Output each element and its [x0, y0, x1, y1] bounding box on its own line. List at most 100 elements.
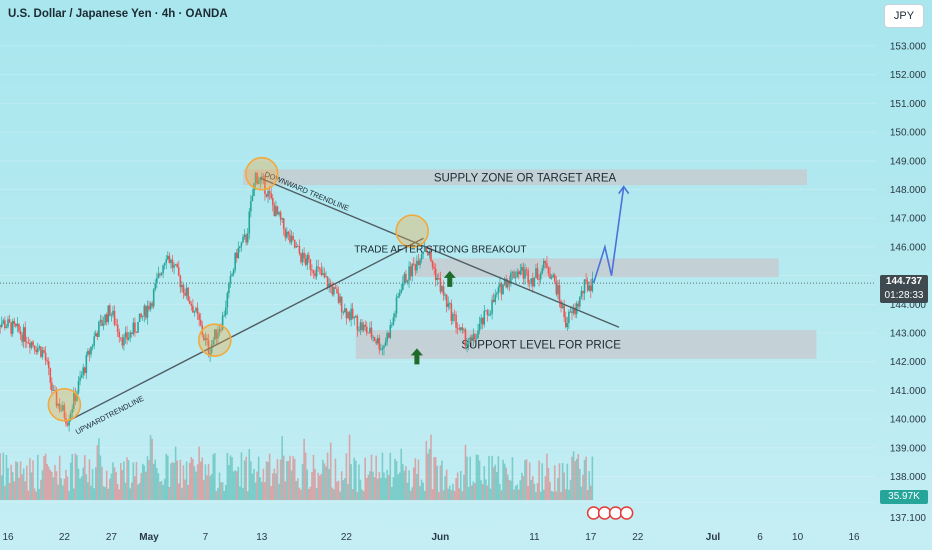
candle-body	[334, 287, 337, 289]
volume-bar	[309, 486, 312, 500]
volume-bar	[130, 482, 133, 500]
candle-body	[98, 321, 100, 337]
volume-bar	[15, 461, 17, 500]
volume-bar	[198, 446, 200, 500]
candle-body	[176, 264, 178, 268]
volume-bar	[322, 459, 324, 500]
volume-bar	[242, 487, 244, 500]
volume-bar	[251, 473, 254, 500]
volume-bar	[120, 463, 122, 500]
candle-body	[94, 333, 97, 337]
volume-bar	[176, 460, 178, 500]
candle-body	[514, 277, 517, 279]
candle-body	[489, 313, 492, 315]
candle-body	[135, 332, 138, 334]
candle-body	[362, 324, 365, 331]
candle-body	[474, 334, 476, 340]
volume-bar	[262, 468, 265, 500]
candle-body	[239, 246, 241, 248]
volume-bar	[445, 469, 448, 500]
candle-body	[268, 191, 271, 194]
volume-bar	[134, 476, 136, 500]
currency-button[interactable]: JPY	[884, 4, 924, 28]
candle-body	[262, 176, 265, 178]
chart-title: U.S. Dollar / Japanese Yen · 4h · OANDA	[8, 8, 228, 20]
volume-bar	[400, 448, 403, 500]
candle-body	[237, 247, 240, 259]
volume-bar	[93, 488, 95, 500]
candle-body	[221, 315, 224, 330]
volume-bar	[398, 472, 401, 500]
candle-body	[583, 279, 586, 294]
axes: 153.000 152.000 151.000 150.000 149.000 148.0…	[2, 42, 926, 544]
candle-body	[41, 350, 44, 357]
volume-bar	[292, 456, 294, 500]
candle-body	[77, 381, 80, 393]
candle-body	[107, 305, 110, 323]
candle-body	[83, 367, 86, 374]
volume-bar	[174, 446, 177, 500]
x-tick-label: 7	[203, 532, 209, 543]
volume-bar	[381, 452, 384, 500]
candle-body	[250, 201, 252, 212]
candle-body	[47, 361, 50, 369]
candle-body	[445, 294, 448, 307]
volume-bar	[427, 453, 429, 500]
volume-bar	[306, 469, 309, 500]
volume-bar	[480, 480, 482, 500]
candle-body	[419, 259, 421, 266]
candle-body	[284, 229, 287, 238]
volume-bar	[469, 456, 471, 500]
volume-bar	[10, 464, 12, 500]
volume-bar	[428, 448, 431, 500]
candle-body	[469, 337, 471, 343]
candle-body	[138, 313, 141, 322]
candle-body	[279, 212, 282, 220]
candle-body	[412, 263, 415, 265]
zones: SUPPLY ZONE OR TARGET AREA SUPPORT LEVEL …	[243, 169, 817, 359]
candle-body	[91, 345, 94, 347]
volume-bar	[475, 454, 478, 500]
volume-bar	[486, 485, 489, 500]
candle-body	[406, 280, 409, 283]
x-tick-label: 6	[757, 532, 763, 543]
volume-bar	[240, 452, 243, 500]
volume-bar	[304, 452, 307, 500]
volume-bar	[590, 485, 592, 500]
volume-bar	[87, 482, 89, 500]
candle-body	[579, 296, 581, 307]
candle-body	[483, 310, 486, 325]
candle-body	[143, 305, 146, 316]
volume-bar	[494, 464, 497, 500]
candle-body	[433, 267, 435, 269]
volume-bar	[568, 489, 570, 500]
candle-body	[331, 286, 334, 295]
candle-body	[329, 283, 332, 287]
y-tick-label: 144.000	[890, 300, 927, 311]
volume-bar	[148, 460, 150, 500]
x-tick-label: 22	[341, 532, 353, 543]
candle-body	[46, 360, 48, 362]
volume-bar	[323, 463, 326, 500]
candle-body	[303, 252, 305, 259]
candle-body	[44, 352, 47, 361]
candle-body	[580, 290, 583, 297]
volume-bar	[173, 462, 175, 500]
candle-body	[162, 265, 164, 274]
volume-bar	[588, 471, 591, 500]
volume-bar	[24, 481, 27, 500]
candle-body	[550, 277, 553, 279]
volume-bar	[478, 460, 481, 500]
volume-bar	[157, 473, 160, 500]
candle-body	[102, 323, 105, 326]
candle-body	[543, 260, 545, 269]
volume-bar	[33, 488, 36, 500]
candle-body	[348, 312, 351, 320]
volume-bar	[96, 445, 99, 500]
candle-body	[591, 278, 594, 291]
bar-countdown: 01:28:33	[884, 290, 924, 302]
candle-body	[530, 278, 533, 284]
candle-body	[375, 340, 377, 344]
volume-bar	[365, 478, 368, 500]
candle-body	[174, 264, 177, 266]
